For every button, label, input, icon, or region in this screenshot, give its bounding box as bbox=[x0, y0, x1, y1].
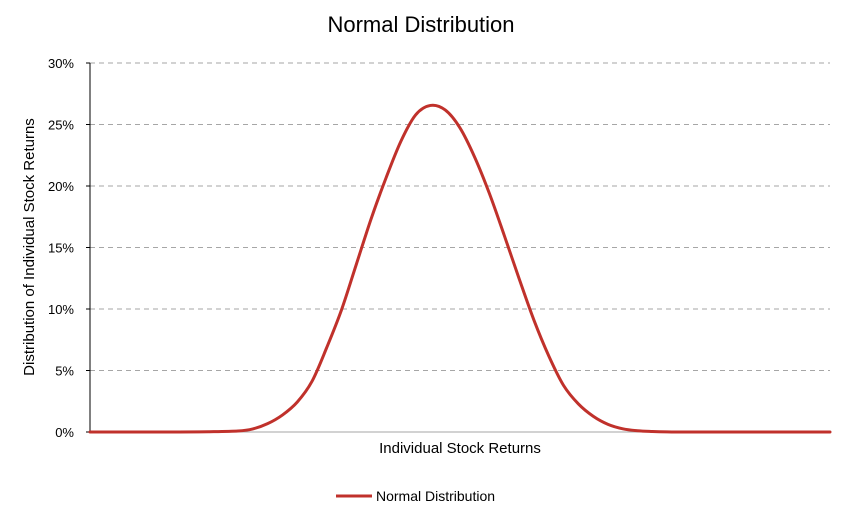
series-line-normal-distribution bbox=[88, 103, 832, 434]
y-tick-label: 20% bbox=[48, 179, 74, 194]
legend: Normal Distribution bbox=[336, 488, 495, 504]
y-axis-label: Distribution of Individual Stock Returns bbox=[21, 118, 38, 376]
y-tick-label: 30% bbox=[48, 56, 74, 71]
legend-label: Normal Distribution bbox=[376, 488, 495, 504]
y-tick-label: 25% bbox=[48, 118, 74, 133]
x-axis-label: Individual Stock Returns bbox=[379, 440, 541, 457]
y-tick-label: 0% bbox=[55, 425, 74, 440]
gridlines bbox=[90, 62, 830, 371]
y-tick-label: 5% bbox=[55, 364, 74, 379]
y-axis-ticks: 0% 5% 10% 15% 20% 25% 30% bbox=[48, 56, 90, 440]
y-tick-label: 15% bbox=[48, 241, 74, 256]
y-tick-label: 10% bbox=[48, 302, 74, 317]
chart-title: Normal Distribution bbox=[327, 12, 514, 37]
